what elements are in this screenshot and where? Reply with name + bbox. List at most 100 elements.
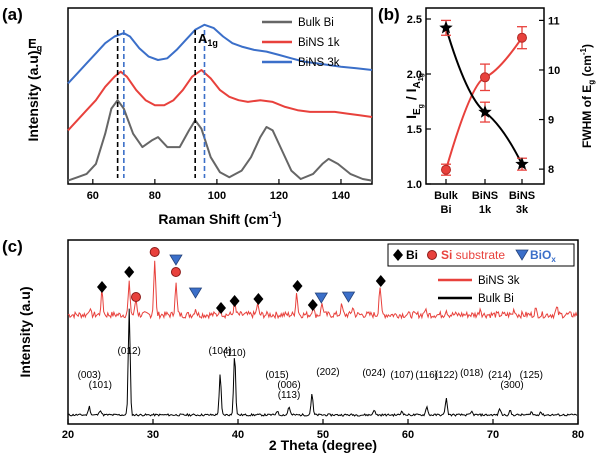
panel-a-label: (a): [2, 5, 23, 24]
panel-c-ylabel: Intensity (a.u): [17, 286, 33, 377]
left-tick-label: 1.0: [407, 179, 422, 191]
ratio-point: [517, 32, 527, 43]
x-tick-label: 100: [208, 190, 226, 202]
x-tick-label: 80: [572, 429, 584, 441]
fwhm-point: [478, 105, 492, 118]
hkl-label: (300): [500, 380, 523, 391]
biox-marker: [515, 249, 529, 261]
hkl-label: (024): [362, 368, 385, 379]
legend-biox-label: BiOx: [530, 248, 556, 264]
legend-bi-label: Bi: [406, 248, 418, 262]
legend-si-label: Si substrate: [441, 248, 505, 262]
legend-label: BiNS 1k: [298, 37, 340, 49]
biox-marker: [169, 254, 183, 266]
x-tick-label: 40: [232, 429, 244, 441]
hkl-label: (116): [415, 370, 438, 381]
x-tick-label: 50: [317, 429, 329, 441]
si-marker: [427, 250, 437, 260]
category-label-line2: 3k: [516, 204, 529, 216]
category-label-line1: BiNS: [509, 190, 535, 202]
hkl-label: (214): [488, 370, 511, 381]
bi-marker: [375, 275, 386, 287]
panel-b-right-ylabel: FWHM of Eg (cm-1): [579, 44, 596, 148]
legend-label: Bulk Bi: [298, 17, 334, 29]
hkl-label: (104): [208, 346, 231, 357]
bi-marker: [216, 302, 226, 314]
panel-a-legend: Bulk Bi BiNS 1k BiNS 3k: [262, 17, 340, 69]
x-tick-label: 60: [87, 190, 99, 202]
x-tick-label: 140: [332, 190, 350, 202]
fwhm-point: [515, 157, 529, 170]
bi-marker: [229, 295, 240, 307]
bi-marker: [307, 299, 318, 311]
bi-marker: [97, 281, 107, 293]
legend-line-label: BiNS 3k: [478, 275, 520, 287]
right-tick-label: 11: [548, 15, 560, 27]
si-marker: [170, 267, 181, 277]
category-label-line1: BiNS: [472, 190, 498, 202]
panel-c-xrd: (c) 20 30 40 50 60 70 80 (003)(101)(012) (104)(…: [2, 237, 584, 453]
si-marker: [149, 247, 160, 257]
si-marker: [131, 292, 141, 302]
ratio-fit-line: [445, 37, 523, 170]
ratio-point: [480, 72, 490, 83]
hkl-label: (101): [89, 380, 112, 391]
right-tick-label: 9: [548, 115, 554, 127]
left-tick-label: 2.5: [407, 14, 422, 26]
panel-a-ylabel: Intensity (a.u): [25, 50, 41, 141]
panel-c-xlabel: 2 Theta (degree): [269, 437, 377, 453]
category-label-line2: Bi: [441, 204, 452, 216]
a1g-annotation: A1g: [198, 31, 218, 48]
marker-legend-box: [387, 243, 575, 267]
left-tick-label: 1.5: [407, 124, 422, 136]
left-tick-label: 2.0: [407, 69, 422, 81]
bins-xrd-line: [67, 260, 578, 320]
x-tick-label: 120: [270, 190, 288, 202]
panel-b-label: (b): [378, 5, 400, 24]
hkl-label: (113): [278, 390, 301, 401]
series-line-2: [67, 23, 373, 85]
bi-marker: [253, 293, 264, 305]
panel-b-left-ylabel: IEg / IA1g: [403, 73, 425, 119]
hkl-label: (018): [460, 368, 483, 379]
panel-c-legend: Bi Si substrate BiOx BiNS 3k Bulk Bi: [387, 243, 575, 305]
x-tick-label: 70: [487, 429, 499, 441]
fwhm-fit-line: [445, 27, 523, 165]
bulk-xrd-line: [67, 308, 578, 417]
hkl-label: (003): [78, 370, 101, 381]
x-tick-label: 20: [62, 429, 74, 441]
series-line-1: [67, 69, 373, 132]
hkl-label: (122): [435, 370, 458, 381]
biox-marker: [188, 287, 203, 299]
hkl-label: (012): [118, 346, 141, 357]
x-tick-label: 60: [402, 429, 414, 441]
hkl-label: (006): [277, 380, 300, 391]
bi-marker: [124, 266, 135, 278]
biox-marker: [314, 292, 329, 304]
ratio-point: [441, 164, 451, 175]
panel-b-ratio: (b) 1.0 1.5 2.0 2.5 8 9 10 11 Bulk Bi BiNS 1k BiNS 3k…: [378, 5, 596, 216]
right-tick-label: 10: [548, 65, 560, 77]
biox-marker: [341, 291, 356, 303]
panel-a-xlabel: Raman Shift (cm-1): [158, 210, 281, 227]
panel-c-label: (c): [2, 237, 23, 256]
hkl-label: (015): [265, 370, 288, 381]
x-tick-label: 30: [147, 429, 159, 441]
category-label-line2: 1k: [479, 204, 492, 216]
hkl-label: (125): [520, 370, 543, 381]
bi-marker: [393, 249, 403, 261]
x-tick-label: 80: [149, 190, 161, 202]
hkl-label: (202): [316, 367, 339, 378]
series-line-0: [67, 99, 373, 182]
hkl-label: (107): [390, 370, 413, 381]
legend-line-label: Bulk Bi: [478, 293, 514, 305]
legend-label: BiNS 3k: [298, 57, 340, 69]
fwhm-point: [439, 20, 453, 34]
panel-a-frame: [67, 7, 373, 185]
category-label-line1: Bulk: [434, 190, 459, 202]
right-tick-label: 8: [548, 164, 554, 176]
panel-c-frame: [67, 239, 579, 425]
hkl-label: (110): [223, 348, 246, 359]
